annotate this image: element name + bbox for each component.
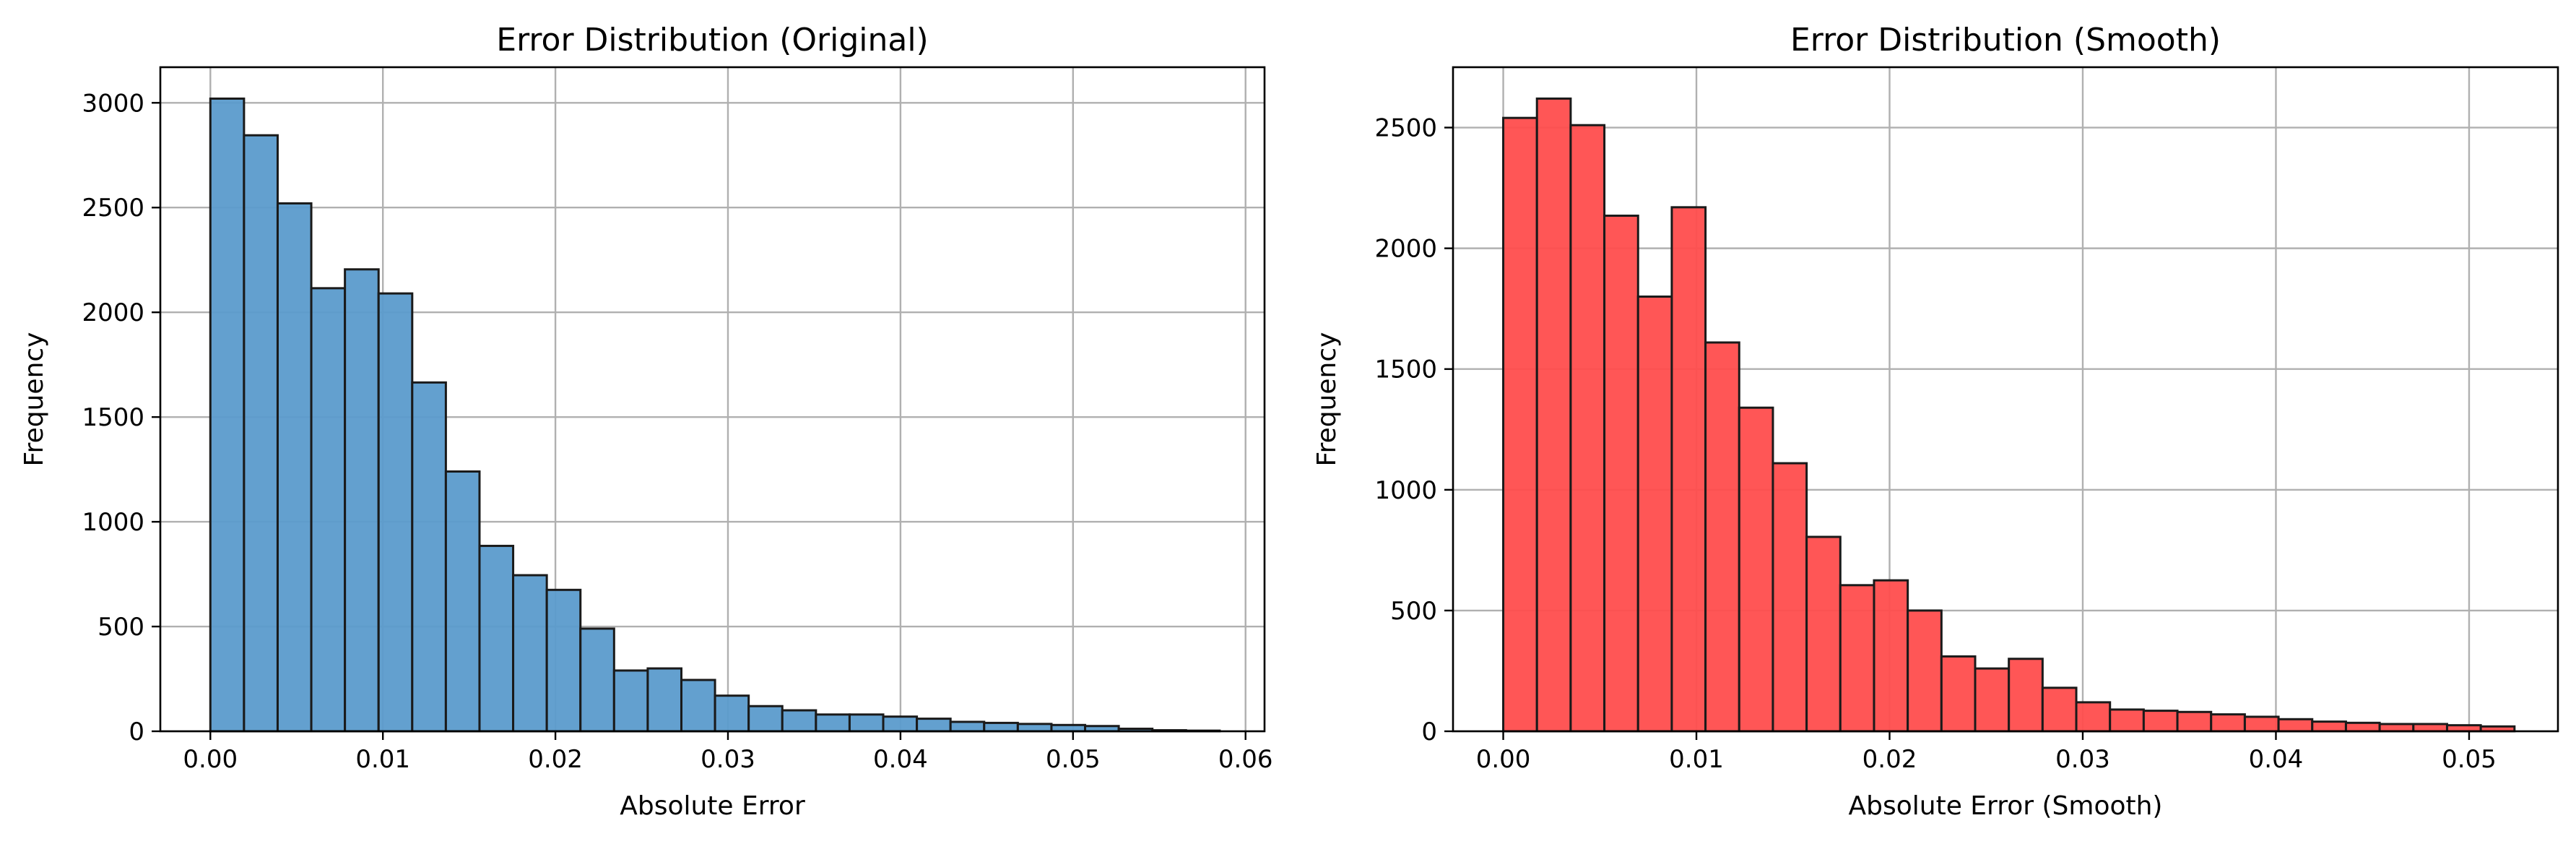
- histogram-bar: [1050, 723, 1087, 733]
- histogram-bar: [1704, 341, 1740, 733]
- histogram-bar: [2008, 658, 2044, 733]
- histogram-bar: [882, 715, 919, 733]
- y-axis-label-smooth: Frequency: [1312, 332, 1342, 467]
- x-axis-label-original: Absolute Error: [620, 791, 805, 821]
- x-tick-label: 0.05: [2442, 745, 2497, 774]
- histogram-bar: [478, 544, 515, 733]
- histogram-bar: [276, 202, 313, 733]
- x-tick-label: 0.03: [701, 745, 755, 774]
- x-tick-label: 0.03: [2055, 745, 2110, 774]
- histogram-bar: [2378, 723, 2415, 733]
- histogram-bar: [714, 694, 750, 733]
- chart-smooth: Error Distribution (Smooth) Absolute Err…: [1312, 22, 2559, 821]
- histogram-bar: [646, 667, 682, 733]
- histogram-bar: [848, 713, 885, 733]
- histogram-bar: [1907, 609, 1943, 733]
- axes-frame: [159, 66, 1266, 733]
- histogram-bars: [209, 97, 1221, 733]
- histogram-bar: [2041, 686, 2078, 733]
- y-tick-label: 3000: [82, 89, 144, 118]
- x-tick-label: 0.01: [1669, 745, 1724, 774]
- chart-title-smooth: Error Distribution (Smooth): [1790, 22, 2221, 59]
- histogram-bar: [1535, 97, 1572, 733]
- histogram-bar: [1805, 535, 1842, 733]
- histogram-bar: [1016, 723, 1053, 733]
- histogram-bar: [377, 292, 414, 733]
- y-tick-label: 1500: [82, 403, 144, 432]
- histogram-bars: [1502, 97, 2516, 733]
- histogram-bar: [916, 718, 952, 733]
- histogram-bar: [2412, 723, 2448, 733]
- y-tick-label: 2500: [82, 194, 144, 223]
- histogram-bar: [2311, 720, 2347, 733]
- x-tick-label: 0.04: [2249, 745, 2304, 774]
- histogram-bar: [949, 720, 986, 733]
- histogram-bar: [512, 574, 548, 733]
- histogram-bar: [2142, 710, 2179, 733]
- x-tick-label: 0.02: [528, 745, 583, 774]
- histogram-bar: [2210, 713, 2246, 733]
- axes-frame: [1452, 66, 2559, 733]
- histogram-bar: [243, 134, 279, 733]
- histogram-bar: [2176, 710, 2213, 733]
- histogram-bar: [209, 97, 246, 733]
- histogram-bar: [545, 588, 582, 733]
- histogram-bar: [815, 713, 851, 733]
- histogram-bar: [444, 470, 481, 733]
- histogram-bar: [2243, 715, 2280, 733]
- y-tick-label: 2000: [1374, 235, 1437, 264]
- x-tick-label: 0.00: [1476, 745, 1531, 774]
- histogram-bar: [1873, 579, 1909, 733]
- histogram-bar: [680, 679, 716, 733]
- histogram-bar: [1569, 124, 1606, 733]
- histogram-bar: [2344, 721, 2381, 733]
- y-tick-label: 1500: [1374, 356, 1437, 384]
- x-axis-label-smooth: Absolute Error (Smooth): [1849, 791, 2163, 821]
- y-tick-label: 0: [1421, 718, 1437, 746]
- y-tick-label: 2500: [1374, 114, 1437, 143]
- histogram-bar: [1839, 584, 1875, 733]
- y-tick-label: 2000: [82, 298, 144, 327]
- histogram-bar: [2277, 718, 2314, 733]
- histogram-bar: [1636, 295, 1673, 733]
- y-tick-label: 500: [97, 613, 144, 642]
- x-tick-label: 0.05: [1046, 745, 1101, 774]
- x-tick-label: 0.06: [1218, 745, 1273, 774]
- y-tick-label: 1000: [1374, 476, 1437, 505]
- y-axis-label-original: Frequency: [19, 332, 49, 467]
- histogram-bar: [1738, 406, 1774, 733]
- y-tick-label: 500: [1390, 597, 1437, 626]
- histogram-bar: [781, 709, 818, 733]
- chart-title-original: Error Distribution (Original): [496, 22, 928, 59]
- histogram-bar: [579, 627, 615, 733]
- histogram-bar: [1502, 116, 1538, 733]
- histogram-bar: [1940, 655, 1977, 733]
- histogram-bar: [983, 721, 1019, 733]
- x-tick-label: 0.04: [873, 745, 928, 774]
- histogram-bar: [1974, 667, 2011, 733]
- histogram-bar: [344, 268, 380, 733]
- histogram-bar: [612, 669, 649, 733]
- x-tick-label: 0.00: [183, 745, 238, 774]
- histogram-bar: [2075, 701, 2112, 733]
- y-tick-label: 1000: [82, 508, 144, 537]
- histogram-bar: [1670, 206, 1707, 733]
- x-tick-label: 0.02: [1862, 745, 1917, 774]
- y-tick-label: 0: [129, 718, 144, 746]
- histogram-bar: [1771, 462, 1808, 733]
- histogram-bar: [747, 705, 784, 733]
- histogram-bar: [411, 381, 447, 733]
- chart-original: Error Distribution (Original) Absolute E…: [19, 22, 1273, 821]
- histogram-bar: [2109, 708, 2145, 733]
- histogram-bar: [310, 287, 347, 733]
- x-tick-label: 0.01: [355, 745, 410, 774]
- histogram-bar: [1603, 215, 1639, 733]
